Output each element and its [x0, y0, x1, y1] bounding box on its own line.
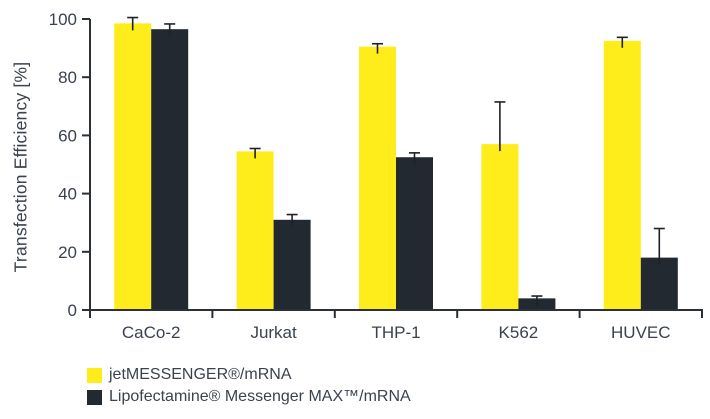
y-tick-label: 60 — [58, 126, 77, 145]
bar-lipofectamine-messenger-max-caco-2 — [151, 29, 189, 311]
bar-jetmessenger-huvec — [603, 40, 641, 310]
legend-label-lipofectamine: Lipofectamine® Messenger MAX™/mRNA — [109, 388, 411, 405]
bar-lipofectamine-messenger-max-huvec — [640, 257, 678, 310]
y-tick-label: 80 — [58, 68, 77, 87]
legend-item-jetmessenger: jetMESSENGER®/mRNA — [87, 364, 411, 386]
x-category-label: Jurkat — [250, 323, 297, 342]
bar-jetmessenger-jurkat — [236, 151, 274, 310]
y-tick-label: 100 — [49, 10, 77, 29]
chart-legend: jetMESSENGER®/mRNA Lipofectamine® Messen… — [87, 364, 411, 408]
y-tick-label: 20 — [58, 243, 77, 262]
y-tick-label: 40 — [58, 185, 77, 204]
legend-swatch-lipofectamine — [87, 389, 102, 405]
y-tick-label: 0 — [68, 301, 77, 320]
bar-jetmessenger-thp-1 — [359, 46, 396, 311]
legend-swatch-jetmessenger — [87, 367, 102, 383]
y-axis-title: Transfection Efficiency [%] — [10, 61, 31, 273]
x-category-label: K562 — [499, 323, 539, 342]
bar-jetmessenger-k562 — [481, 144, 519, 310]
legend-item-lipofectamine: Lipofectamine® Messenger MAX™/mRNA — [87, 386, 411, 408]
bar-jetmessenger-caco-2 — [114, 23, 152, 311]
legend-label-jetmessenger: jetMESSENGER®/mRNA — [109, 366, 292, 383]
bar-lipofectamine-messenger-max-thp-1 — [396, 157, 433, 310]
x-category-label: THP-1 — [371, 323, 420, 342]
bar-lipofectamine-messenger-max-jurkat — [273, 219, 311, 310]
x-category-label: HUVEC — [611, 323, 671, 342]
x-category-label: CaCo-2 — [122, 323, 181, 342]
